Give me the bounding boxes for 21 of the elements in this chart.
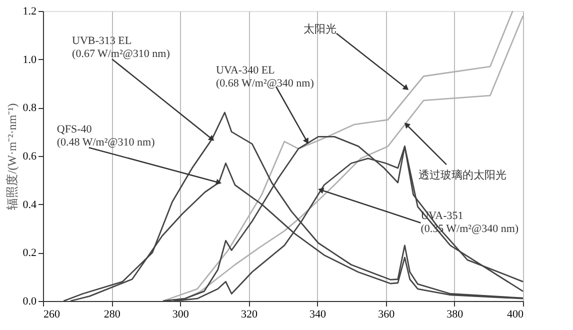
annotation: 太阳光 (303, 22, 336, 36)
y-tick-label: 1.2 (22, 6, 36, 18)
y-tick-label: 0.8 (22, 102, 37, 114)
y-tick-label: 0.4 (22, 198, 37, 211)
y-tick-label: 1.0 (22, 54, 37, 66)
x-tick-label: 340 (310, 308, 327, 320)
x-tick-label: 300 (172, 308, 190, 320)
annotation: 透过玻璃的太阳光 (418, 168, 506, 182)
annotation: UVB-313 EL (0.67 W/m²@310 nm) (72, 35, 170, 60)
y-tick-label: 0.2 (22, 247, 36, 260)
annotation: QFS-40 (0.48 W/m²@310 nm) (56, 124, 156, 149)
x-tick-label: 360 (378, 308, 396, 320)
x-tick-label: 400 (507, 308, 524, 320)
x-tick-label: 320 (240, 308, 258, 320)
x-tick-label: 380 (446, 308, 464, 320)
y-tick-label: 0.6 (22, 150, 37, 162)
y-tick-label: 0.0 (22, 296, 37, 308)
x-tick-label: 280 (104, 308, 121, 320)
y-axis-title: 辐照度/(W·m⁻²·nm⁻¹) (4, 103, 19, 210)
x-tick-label: 260 (44, 308, 60, 320)
annotation: UVA-340 EL (0.68 W/m²@340 nm) (216, 64, 314, 90)
